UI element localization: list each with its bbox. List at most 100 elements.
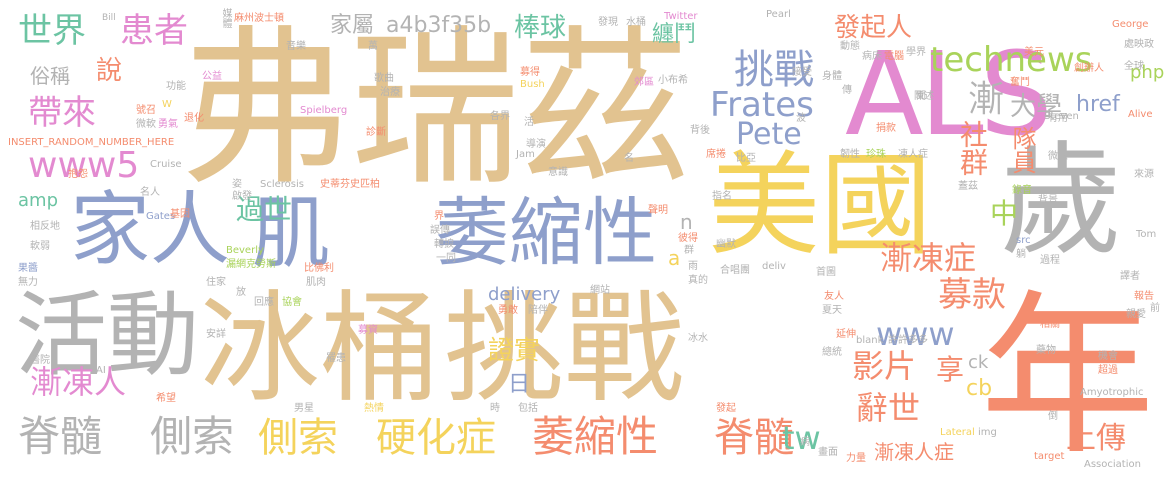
word: 前 bbox=[1150, 303, 1160, 314]
word: 過世 bbox=[236, 193, 293, 226]
word: Jam bbox=[516, 149, 535, 160]
word: cb bbox=[966, 376, 993, 401]
word: 挑戰 bbox=[734, 47, 814, 93]
word: Alive bbox=[1128, 109, 1153, 120]
word: 募得 bbox=[520, 67, 540, 78]
word: 無力 bbox=[18, 277, 38, 288]
word: a bbox=[668, 246, 681, 270]
word: 彼得 bbox=[678, 233, 698, 244]
word: 動態 bbox=[840, 41, 860, 52]
word: 意識 bbox=[548, 167, 568, 178]
word: AI bbox=[96, 365, 106, 376]
word: 許許多多 bbox=[888, 335, 928, 346]
word: 發起人 bbox=[834, 13, 913, 43]
word: 脊髓 bbox=[714, 415, 794, 461]
word: 各界 bbox=[490, 111, 510, 122]
word: Tom bbox=[1136, 229, 1157, 240]
word: 電腦 bbox=[884, 51, 904, 62]
word: 音樂 bbox=[286, 41, 306, 52]
word: src bbox=[1016, 235, 1031, 246]
word: 漸凍症 bbox=[880, 239, 977, 277]
word: 凍人症 bbox=[898, 149, 928, 160]
word: 夏天 bbox=[822, 305, 842, 316]
word: 隊員 bbox=[1008, 126, 1036, 174]
word: Pearl bbox=[766, 9, 791, 20]
word: 影片 bbox=[852, 347, 917, 385]
word: 力量 bbox=[846, 453, 866, 464]
word: www bbox=[876, 315, 955, 353]
word: 勇氣 bbox=[158, 119, 178, 130]
word: 一同 bbox=[436, 253, 456, 264]
word: 姿 bbox=[232, 179, 242, 190]
word: 歲 bbox=[1000, 130, 1122, 272]
word: 纏鬥 bbox=[652, 22, 697, 47]
word: Bush bbox=[520, 79, 545, 90]
word: 界 bbox=[434, 211, 444, 222]
word: 陪伴 bbox=[528, 305, 548, 316]
word: 郊區 bbox=[634, 77, 654, 88]
word: 漸凍人症 bbox=[874, 440, 954, 464]
word: 病 bbox=[800, 437, 810, 448]
word: Gates bbox=[146, 211, 176, 222]
word: 機會 bbox=[1098, 351, 1118, 362]
word: 捐款 bbox=[876, 123, 896, 134]
word: ck bbox=[968, 352, 989, 373]
word: 回應 bbox=[254, 297, 274, 308]
word: 微人 bbox=[1048, 151, 1068, 162]
word: 募款 bbox=[938, 275, 1006, 315]
word: 家人 bbox=[70, 183, 230, 276]
word: tw bbox=[782, 419, 821, 457]
word: 脊髓 bbox=[18, 412, 103, 461]
word: www5 bbox=[28, 145, 140, 186]
word: 歌曲 bbox=[374, 73, 394, 84]
word: 比佛利 bbox=[304, 263, 334, 274]
word: 中 bbox=[990, 197, 1019, 230]
word: 超過 bbox=[1098, 365, 1118, 376]
word: 冰水 bbox=[688, 333, 708, 344]
word: 男星 bbox=[294, 403, 314, 414]
word: n bbox=[680, 210, 693, 234]
word: 包括 bbox=[518, 403, 538, 414]
word: 水桶 bbox=[626, 17, 646, 28]
word: 勇敢 bbox=[498, 305, 518, 316]
word: 錄音 bbox=[1012, 185, 1032, 196]
word: 軟弱 bbox=[30, 241, 50, 252]
word: 誤傳 bbox=[430, 225, 450, 236]
word: 相關 bbox=[1040, 319, 1060, 330]
word: Spielberg bbox=[300, 105, 348, 116]
word: 倒 bbox=[1048, 411, 1058, 422]
word: 證實 bbox=[488, 336, 541, 366]
word: 畫面 bbox=[818, 447, 838, 458]
word: technews bbox=[930, 40, 1093, 80]
word: Steven bbox=[1044, 111, 1079, 122]
word: 活 bbox=[524, 117, 534, 128]
word: 家屬 bbox=[330, 13, 375, 38]
word: 傳 bbox=[842, 85, 852, 96]
word: Amyotrophic bbox=[1080, 387, 1144, 398]
word: 放 bbox=[236, 287, 246, 298]
word: 有用 bbox=[1048, 113, 1068, 124]
word: 協會 bbox=[282, 297, 302, 308]
word: 友人 bbox=[824, 291, 844, 302]
word: 硬化症 bbox=[376, 415, 496, 461]
word: 蓋茲 bbox=[958, 181, 978, 192]
word: 幽默 bbox=[716, 239, 736, 250]
word: 萬 bbox=[368, 41, 378, 52]
word: 上傳 bbox=[1066, 421, 1126, 456]
word: Bill bbox=[102, 13, 116, 23]
word: 珍珠 bbox=[866, 149, 886, 160]
word: 側索 bbox=[150, 412, 235, 461]
word: 首圖 bbox=[816, 267, 836, 278]
word: 相反地 bbox=[30, 221, 60, 232]
word: 席捲 bbox=[706, 149, 726, 160]
word: 大學 bbox=[1010, 92, 1063, 122]
word: 親愛 bbox=[1126, 309, 1146, 320]
word: delivery bbox=[488, 284, 561, 305]
word: George bbox=[1112, 19, 1149, 30]
word: 安詳 bbox=[206, 329, 226, 340]
word: 挑戰 bbox=[444, 280, 684, 419]
word: Cruise bbox=[150, 159, 182, 170]
word: blank bbox=[856, 335, 884, 346]
word: 診斷 bbox=[366, 127, 386, 138]
